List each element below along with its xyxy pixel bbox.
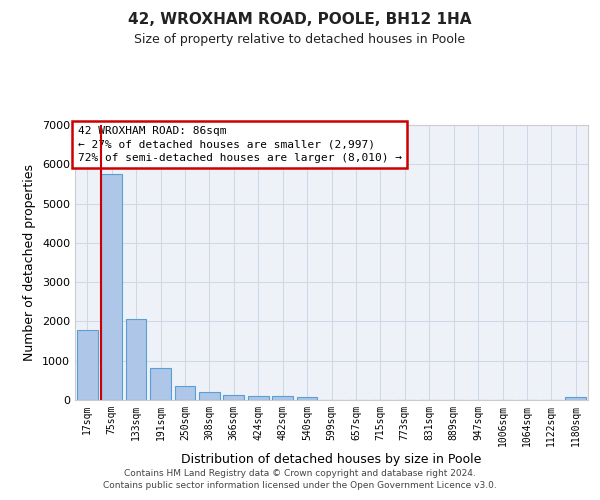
X-axis label: Distribution of detached houses by size in Poole: Distribution of detached houses by size … [181,453,482,466]
Bar [77,330,98,400]
Text: Contains HM Land Registry data © Crown copyright and database right 2024.
Contai: Contains HM Land Registry data © Crown c… [103,468,497,490]
Bar [248,396,269,400]
Bar [223,395,244,400]
Y-axis label: Number of detached properties: Number of detached properties [23,164,37,361]
Bar [199,392,220,400]
Bar [175,386,196,400]
Bar [565,397,586,400]
Text: 42, WROXHAM ROAD, POOLE, BH12 1HA: 42, WROXHAM ROAD, POOLE, BH12 1HA [128,12,472,28]
Text: Size of property relative to detached houses in Poole: Size of property relative to detached ho… [134,32,466,46]
Bar [101,174,122,400]
Bar [296,397,317,400]
Bar [125,319,146,400]
Bar [150,368,171,400]
Bar [272,396,293,400]
Text: 42 WROXHAM ROAD: 86sqm
← 27% of detached houses are smaller (2,997)
72% of semi-: 42 WROXHAM ROAD: 86sqm ← 27% of detached… [77,126,401,163]
